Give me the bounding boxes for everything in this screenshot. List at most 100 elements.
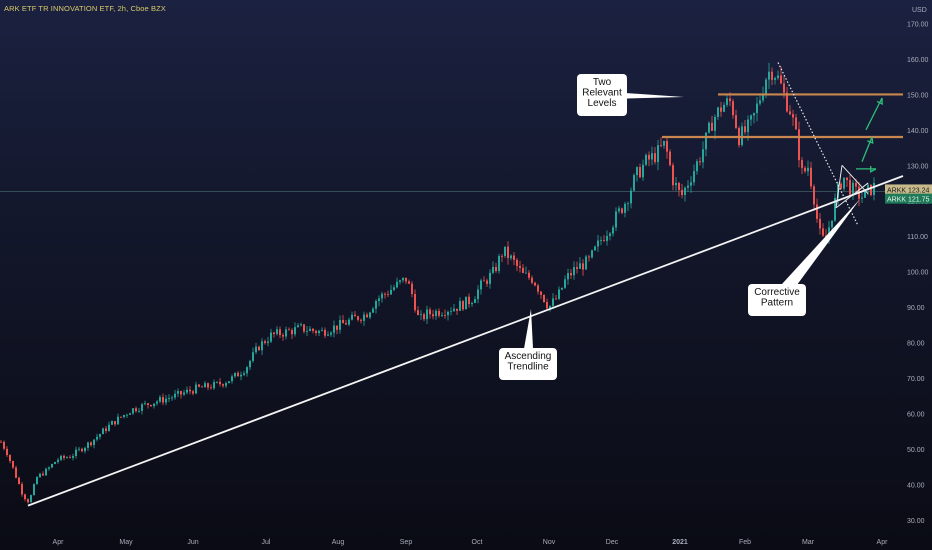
price-tag xyxy=(885,193,932,204)
y-tick-label: 150.00 xyxy=(907,92,929,99)
candle-body xyxy=(126,414,128,416)
candle-body xyxy=(603,240,605,241)
candle-body xyxy=(678,182,680,190)
candle-body xyxy=(660,145,662,146)
candle-body xyxy=(372,308,374,313)
candle-body xyxy=(108,424,110,431)
candle-body xyxy=(567,273,569,280)
candle-body xyxy=(390,289,392,295)
candle-body xyxy=(822,228,824,236)
candle-body xyxy=(690,182,692,186)
candle-body xyxy=(204,383,206,388)
candle-body xyxy=(669,151,671,166)
candle-body xyxy=(864,189,866,198)
candle-body xyxy=(717,107,719,117)
candle-body xyxy=(771,71,773,80)
candle-body xyxy=(33,484,35,496)
candle-body xyxy=(249,360,251,368)
candle-body xyxy=(276,329,278,334)
candle-body xyxy=(840,183,842,189)
candle-body xyxy=(702,149,704,163)
x-tick-label: Jul xyxy=(262,539,271,546)
candle-body xyxy=(504,246,506,257)
candle-body xyxy=(84,447,86,452)
candle-body xyxy=(648,154,650,160)
candle-body xyxy=(756,103,758,114)
candle-body xyxy=(819,218,821,229)
candle-body xyxy=(408,281,410,284)
candle-body xyxy=(759,100,761,104)
y-tick-label: 140.00 xyxy=(907,128,929,135)
candle-body xyxy=(405,277,407,282)
candle-body xyxy=(360,319,362,321)
x-tick-label: Nov xyxy=(543,539,556,546)
candle-body xyxy=(27,499,29,503)
candle-body xyxy=(15,467,17,478)
candle-body xyxy=(135,408,137,412)
candle-body xyxy=(450,311,452,313)
candle-body xyxy=(198,384,200,387)
candle-body xyxy=(654,153,656,163)
ascending-trendline xyxy=(27,175,904,507)
candle-body xyxy=(735,115,737,128)
candle-body xyxy=(321,329,323,331)
candle-body xyxy=(555,298,557,300)
candle-body xyxy=(384,293,386,295)
x-tick-label: Oct xyxy=(472,539,483,546)
candle-body xyxy=(708,122,710,133)
candle-body xyxy=(498,256,500,272)
candle-body xyxy=(285,329,287,337)
candle-body xyxy=(777,75,779,79)
candle-body xyxy=(21,484,23,495)
candle-body xyxy=(24,494,26,500)
candle-body xyxy=(576,267,578,269)
y-tick-label: 100.00 xyxy=(907,270,929,277)
candle-body xyxy=(447,311,449,316)
candle-body xyxy=(597,240,599,247)
candle-body xyxy=(195,384,197,394)
candle-body xyxy=(243,373,245,375)
candle-body xyxy=(471,303,473,305)
arrow-head xyxy=(870,166,877,173)
callout-text: Corrective xyxy=(754,287,800,298)
candle-body xyxy=(855,182,857,187)
candle-body xyxy=(642,164,644,178)
candle-body xyxy=(210,387,212,389)
candle-body xyxy=(435,310,437,317)
candle-body xyxy=(99,434,101,437)
candle-body xyxy=(366,314,368,318)
candle-body xyxy=(525,272,527,274)
candle-body xyxy=(705,132,707,150)
callout-text: Ascending xyxy=(505,351,552,362)
candle-body xyxy=(165,398,167,403)
candle-body xyxy=(792,114,794,118)
candle-body xyxy=(96,436,98,440)
price-tag-text: ARKK 121.75 xyxy=(887,197,930,204)
candle-body xyxy=(90,442,92,446)
candle-body xyxy=(9,455,11,461)
candle-body xyxy=(831,220,833,228)
callout-box xyxy=(499,348,557,380)
candle-body xyxy=(489,272,491,284)
candle-body xyxy=(468,296,470,305)
candle-body xyxy=(240,374,242,377)
candle-body xyxy=(102,428,104,435)
candle-body xyxy=(588,256,590,258)
candle-body xyxy=(813,186,815,205)
y-tick-label: 50.00 xyxy=(907,447,925,454)
candle-body xyxy=(438,310,440,316)
candle-body xyxy=(345,323,347,325)
candle-body xyxy=(111,421,113,425)
candle-body xyxy=(510,255,512,259)
candle-body xyxy=(666,140,668,152)
pattern-line xyxy=(835,182,869,209)
candle-body xyxy=(147,403,149,406)
candle-body xyxy=(780,75,782,84)
callout-text: Relevant xyxy=(582,88,622,99)
candle-body xyxy=(423,314,425,320)
candle-body xyxy=(129,413,131,415)
candle-body xyxy=(414,294,416,311)
candle-body xyxy=(579,263,581,269)
candle-body xyxy=(393,287,395,290)
